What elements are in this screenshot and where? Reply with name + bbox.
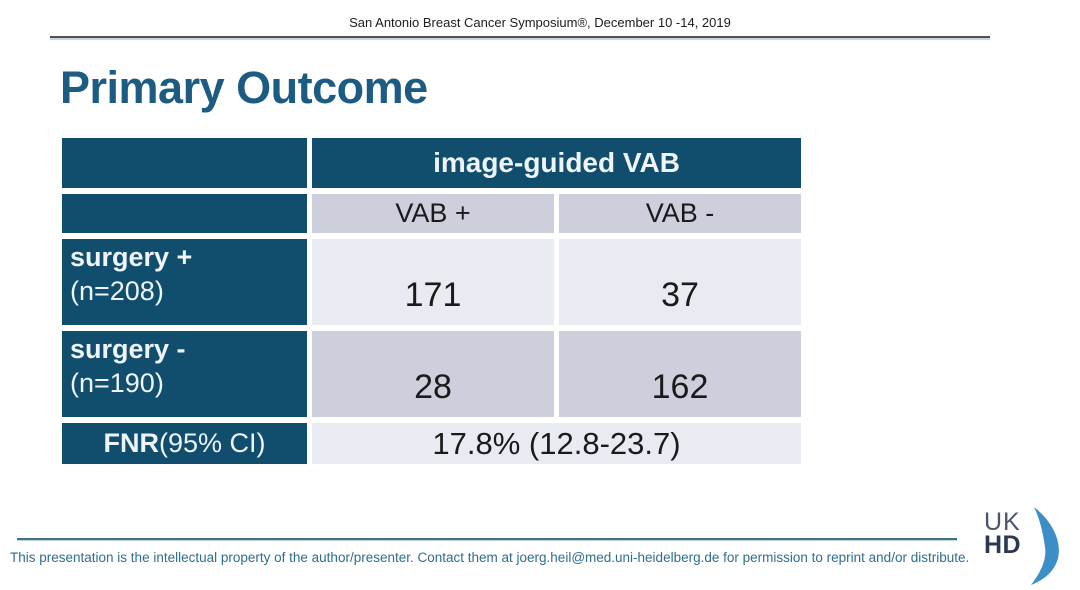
row-header-surgery-minus: surgery - (n=190) [62,331,307,417]
footer-disclaimer: This presentation is the intellectual pr… [10,550,970,565]
column-group-header: image-guided VAB [312,138,801,188]
ukhd-logo: UK HD [984,507,1065,590]
value-surgminus-vabminus: 162 [559,331,801,417]
logo-line-hd: HD [984,531,1022,559]
value-surgminus-vabplus: 28 [312,331,554,417]
fnr-label-rest: (95% CI) [158,428,266,458]
row-label-bold: surgery + [70,242,193,272]
ukhd-logo-text: UK HD [984,508,1022,559]
fnr-label-bold: FNR [103,428,159,458]
row-label-bold: surgery - [70,334,186,364]
table-corner-cell-2 [62,194,307,233]
column-header-vab-minus: VAB - [559,194,801,233]
value-surgplus-vabminus: 37 [559,239,801,325]
primary-outcome-table: image-guided VAB VAB + VAB - surgery + (… [62,138,801,464]
logo-line-uk: UK [984,508,1021,536]
header-divider [50,36,990,40]
row-header-surgery-plus: surgery + (n=208) [62,239,307,325]
page-title: Primary Outcome [60,62,428,113]
footer-divider [17,538,957,541]
row-label-sub: (n=208) [70,275,164,306]
column-header-vab-plus: VAB + [312,194,554,233]
row-label-sub: (n=190) [70,367,164,398]
value-surgplus-vabplus: 171 [312,239,554,325]
value-fnr: 17.8% (12.8-23.7) [312,423,801,464]
symposium-header: San Antonio Breast Cancer Symposium®, De… [349,15,731,30]
swoosh-crescent-icon [1023,507,1065,590]
row-header-fnr: FNR (95% CI) [62,423,307,464]
table-corner-cell [62,138,307,188]
